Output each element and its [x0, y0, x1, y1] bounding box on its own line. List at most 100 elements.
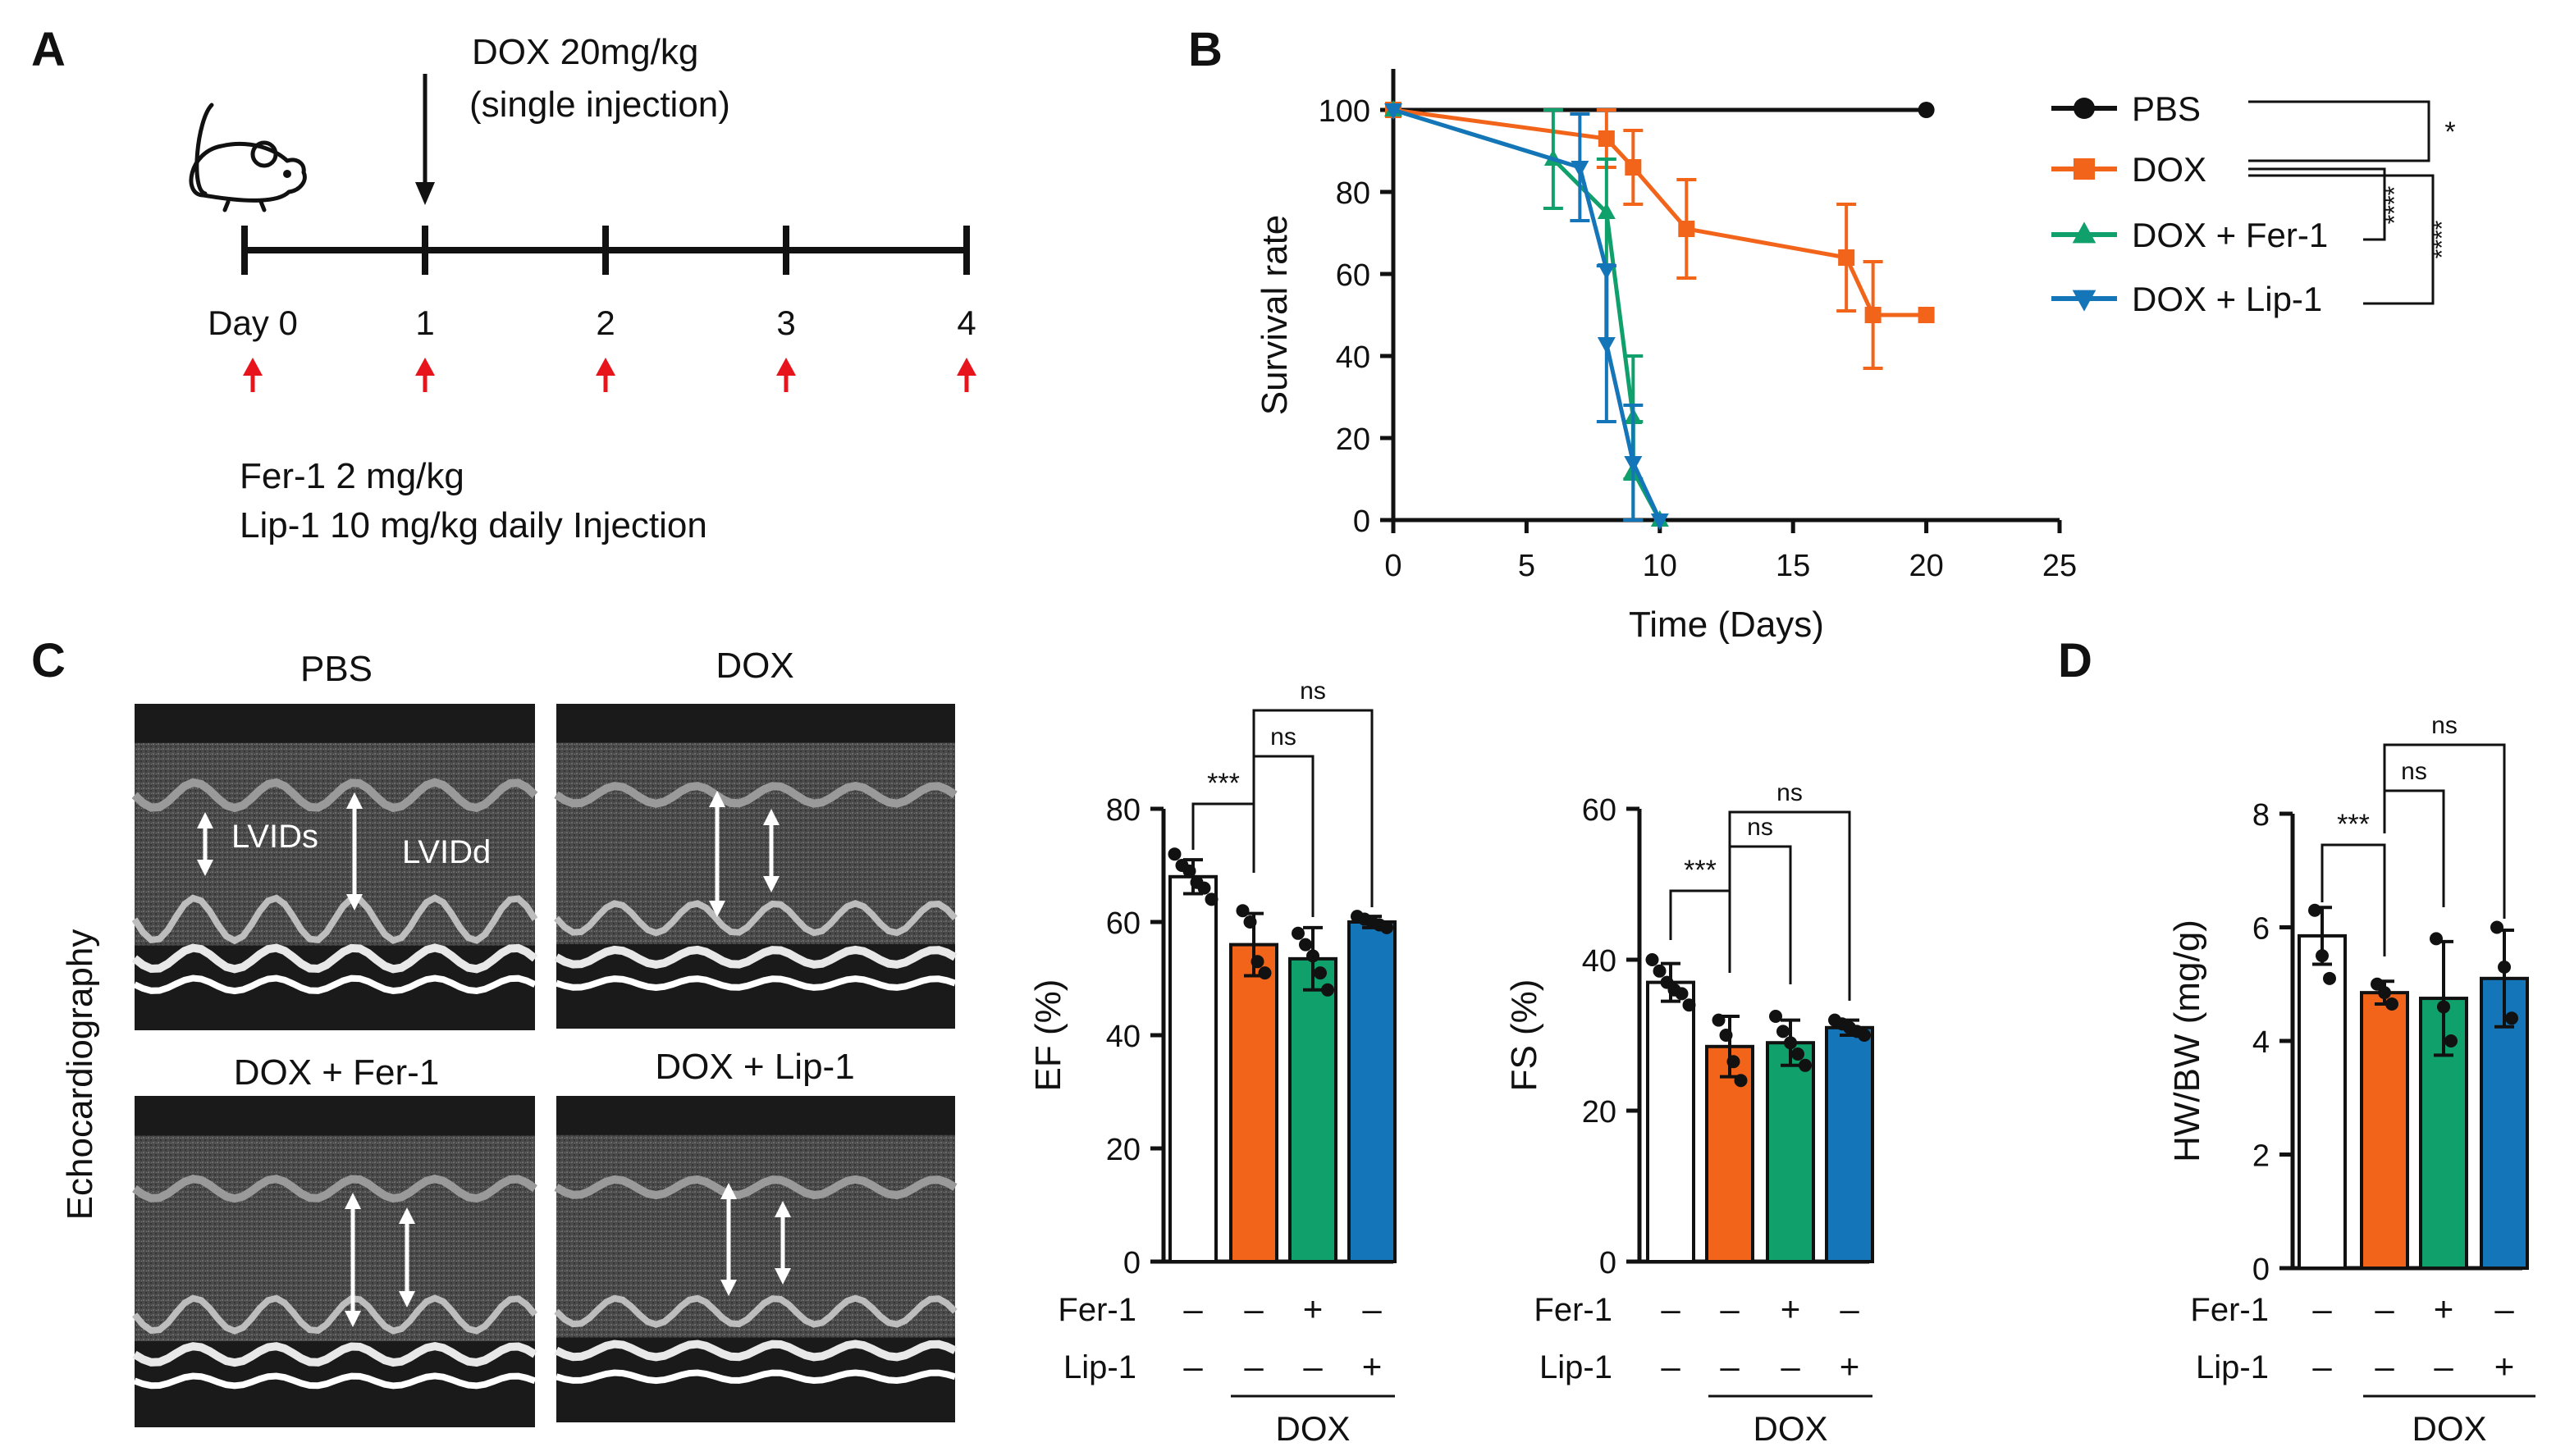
data-point — [2490, 920, 2503, 934]
series-pbs — [1385, 102, 1935, 118]
y-tick-label: 60 — [1582, 793, 1616, 828]
y-tick-label: 6 — [2252, 912, 2270, 947]
data-point — [1799, 1058, 1812, 1072]
data-point — [1712, 1013, 1726, 1027]
series-point — [1838, 249, 1855, 266]
comparison-bracket — [2383, 743, 2506, 919]
comparison-label: ns — [1776, 779, 1803, 806]
dox-group-label: DOX — [1275, 1409, 1350, 1448]
survival-chart: 0 20 40 60 80 100 0 5 10 15 20 25 Time (Days) Surviva… — [1255, 69, 2456, 645]
data-point — [2378, 986, 2391, 1000]
bar-dox-fer-1 — [1288, 956, 1337, 1263]
echo-title-pbs: PBS — [300, 649, 373, 689]
series-point — [1650, 513, 1669, 530]
comparison-label: ns — [1270, 723, 1296, 751]
fer1-indicator: – — [1362, 1289, 1382, 1328]
y-tick-label: 80 — [1336, 176, 1370, 211]
panel-d-letter: D — [2058, 634, 2092, 687]
data-point — [1321, 983, 1334, 997]
echo-wall-lower — [131, 1294, 538, 1335]
data-point — [1653, 964, 1667, 978]
lip1-row-label: Lip-1 — [2196, 1349, 2269, 1385]
series-point — [2074, 98, 2095, 119]
fer1-indicator: + — [1303, 1289, 1324, 1328]
fer1-indicator: – — [2494, 1289, 2514, 1328]
dox-injection-note: (single injection) — [469, 84, 730, 125]
y-tick-label: 2 — [2252, 1139, 2270, 1174]
lip1-indicator: – — [2375, 1347, 2394, 1385]
data-point — [1769, 1010, 1782, 1023]
series-point — [2074, 158, 2095, 180]
day-label: 2 — [596, 304, 615, 342]
y-tick-label: 0 — [1123, 1246, 1141, 1280]
echo-wall-lower — [554, 900, 958, 937]
echo-image — [554, 1096, 958, 1422]
legend-item: PBS — [2051, 89, 2201, 128]
comparison-label: ns — [2431, 712, 2458, 739]
echo-pericardium — [554, 1340, 958, 1362]
x-tick-label: 20 — [1909, 549, 1943, 583]
legend-label: PBS — [2132, 89, 2201, 128]
mouse-icon — [189, 103, 307, 212]
comparison-label: *** — [1207, 768, 1240, 799]
echo-wall-upper — [132, 1174, 537, 1203]
lip1-dose-label: Lip-1 10 mg/kg daily Injection — [240, 505, 707, 545]
echo-pericardium — [132, 1341, 537, 1367]
y-tick-label: 60 — [1336, 258, 1370, 293]
comparison-bracket — [1191, 802, 1255, 873]
data-point — [1292, 926, 1305, 940]
bracket-dox-lip1 — [2248, 174, 2435, 305]
echo-wall-upper — [554, 1175, 958, 1200]
panel-c-letter: C — [31, 634, 66, 687]
x-tick-label: 0 — [1384, 549, 1401, 583]
bar-dox — [1705, 1044, 1754, 1264]
day-label: 1 — [415, 304, 434, 342]
y-tick-label: 20 — [1336, 422, 1370, 457]
legend-label: DOX + Fer-1 — [2132, 216, 2328, 254]
data-point — [1726, 1055, 1740, 1069]
comparison-label: ns — [1300, 678, 1326, 705]
fer1-indicator: – — [1840, 1289, 1859, 1328]
y-tick-label: 0 — [1599, 1246, 1616, 1280]
x-tick-label: 15 — [1776, 549, 1810, 583]
comparison-bracket — [1728, 845, 1792, 984]
y-tick-label: 40 — [1582, 944, 1616, 979]
fer1-row-label: Fer-1 — [2190, 1292, 2269, 1328]
y-tick-label: 4 — [2252, 1025, 2270, 1060]
bar-dox-fer-1 — [1766, 1041, 1815, 1263]
series-point — [2072, 221, 2096, 244]
comparison-label: ns — [2401, 758, 2427, 785]
echo-wall-lower — [131, 894, 538, 945]
fer1-row-label: Fer-1 — [1534, 1292, 1612, 1328]
data-point — [1734, 1074, 1748, 1088]
series-point — [1597, 337, 1616, 354]
x-tick-label: 10 — [1643, 549, 1677, 583]
lip1-row-label: Lip-1 — [1539, 1349, 1612, 1385]
echo-pericardium — [133, 974, 537, 995]
panel-d: D 0 2 4 6 8 HW/BW (mg/g) – – – – + – – + Fer-1 Lip-1 DOX… — [2058, 634, 2535, 1448]
data-point — [1858, 1029, 1871, 1042]
bar-dox-lip-1 — [1825, 1025, 1874, 1264]
comparison-label: ns — [1747, 814, 1773, 841]
series-point — [2072, 290, 2096, 312]
comparison-bracket — [1252, 755, 1315, 917]
panel-a-letter: A — [31, 23, 66, 76]
panel-b: B 0 20 40 60 80 100 0 5 10 15 20 25 Time (Days) Survi… — [1188, 23, 2456, 645]
day-label: Day 0 — [208, 304, 298, 342]
data-point — [1306, 949, 1319, 963]
series-line — [1392, 107, 1662, 522]
y-tick-label: 100 — [1319, 94, 1370, 129]
echo-image — [554, 704, 958, 1029]
echo-title-dox: DOX — [716, 646, 793, 686]
dox-group-label: DOX — [1753, 1409, 1827, 1448]
comparison-bracket — [2383, 789, 2445, 907]
echo-pericardium — [555, 1369, 957, 1385]
echo-wall-upper — [131, 778, 538, 813]
echo-tissue — [556, 742, 955, 945]
fer1-indicator: – — [2375, 1289, 2394, 1328]
lip1-indicator: – — [1244, 1347, 1264, 1385]
legend-label: DOX + Lip-1 — [2132, 280, 2322, 318]
lip1-indicator: – — [2312, 1347, 2332, 1385]
significance-label: **** — [2429, 220, 2456, 258]
echocardiography-row-label: Echocardiography — [60, 929, 100, 1221]
